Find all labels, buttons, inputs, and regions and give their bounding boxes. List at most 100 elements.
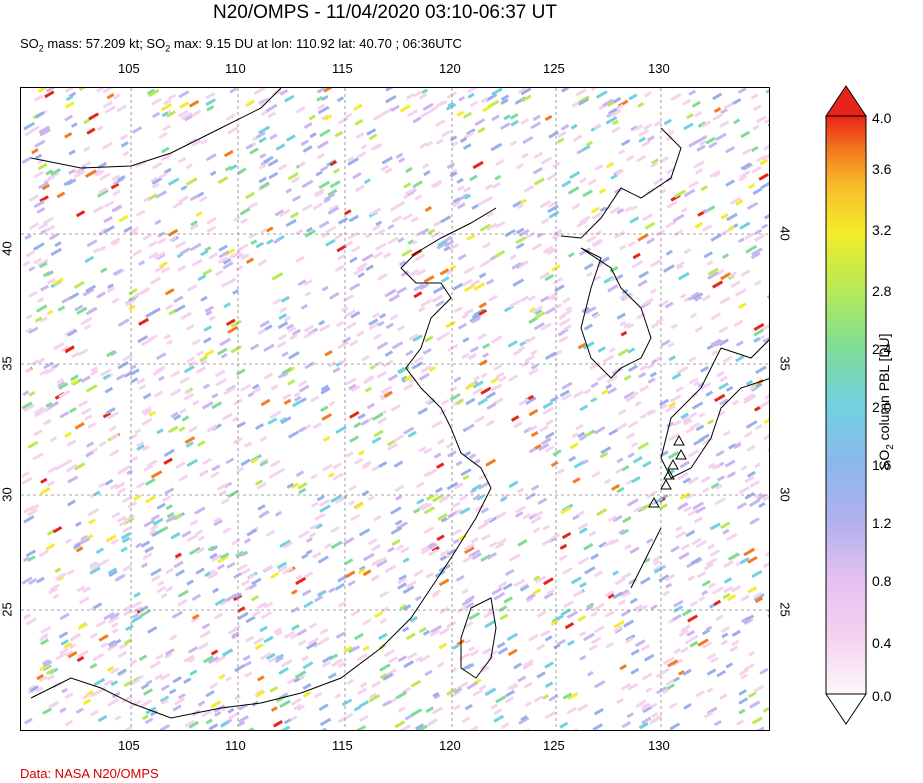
so2-pixel xyxy=(431,706,443,715)
so2-pixel xyxy=(646,409,654,416)
so2-pixel xyxy=(400,375,408,382)
so2-pixel xyxy=(167,228,179,237)
so2-pixel xyxy=(754,596,764,604)
so2-pixel xyxy=(350,513,361,522)
so2-pixel xyxy=(109,612,120,620)
so2-pixel xyxy=(348,484,357,492)
so2-pixel xyxy=(85,384,98,393)
so2-pixel xyxy=(558,317,571,327)
so2-pixel xyxy=(593,123,602,130)
so2-pixel xyxy=(396,367,406,374)
so2-pixel xyxy=(28,265,36,272)
so2-pixel xyxy=(272,720,283,728)
so2-pixel xyxy=(508,553,521,562)
so2-pixel xyxy=(213,519,223,527)
so2-pixel xyxy=(755,365,767,375)
so2-pixel xyxy=(608,347,616,353)
so2-pixel xyxy=(270,706,278,712)
so2-pixel xyxy=(132,605,143,614)
so2-pixel xyxy=(225,457,235,465)
so2-pixel xyxy=(751,569,763,578)
so2-pixel xyxy=(304,361,315,370)
so2-pixel xyxy=(512,662,523,670)
so2-pixel xyxy=(295,228,304,236)
so2-pixel xyxy=(669,722,681,730)
so2-pixel xyxy=(350,310,361,319)
so2-pixel xyxy=(45,668,55,676)
so2-pixel xyxy=(222,261,234,270)
so2-pixel xyxy=(128,288,138,296)
so2-pixel xyxy=(572,134,583,142)
so2-pixel xyxy=(154,219,162,226)
so2-pixel xyxy=(337,601,347,608)
so2-pixel xyxy=(83,118,91,125)
so2-pixel xyxy=(494,542,505,550)
so2-pixel xyxy=(530,515,542,525)
so2-pixel xyxy=(655,317,664,324)
so2-pixel xyxy=(98,558,110,567)
so2-pixel xyxy=(572,477,581,484)
so2-pixel xyxy=(242,654,251,662)
so2-pixel xyxy=(482,352,490,359)
so2-pixel xyxy=(166,512,175,519)
so2-pixel xyxy=(489,541,498,548)
so2-pixel xyxy=(405,580,417,589)
so2-pixel xyxy=(129,368,140,376)
so2-pixel xyxy=(245,191,256,200)
so2-pixel xyxy=(627,452,635,459)
so2-pixel xyxy=(184,719,196,728)
colorbar-tick: 3.6 xyxy=(872,161,892,177)
so2-pixel xyxy=(739,221,751,230)
so2-pixel xyxy=(385,322,395,330)
so2-pixel xyxy=(65,88,75,93)
so2-pixel xyxy=(588,644,598,652)
so2-pixel xyxy=(399,723,412,730)
so2-pixel xyxy=(260,611,272,620)
so2-pixel xyxy=(320,636,330,644)
so2-pixel xyxy=(226,277,237,285)
so2-pixel xyxy=(273,238,281,244)
so2-pixel xyxy=(146,459,158,468)
so2-pixel xyxy=(379,618,387,625)
so2-pixel xyxy=(530,349,538,356)
so2-pixel xyxy=(429,629,440,637)
so2-pixel xyxy=(650,161,658,168)
so2-pixel xyxy=(344,240,354,248)
so2-pixel xyxy=(707,543,715,550)
so2-pixel xyxy=(643,91,652,98)
so2-pixel xyxy=(668,355,676,362)
so2-pixel xyxy=(315,170,324,177)
so2-pixel xyxy=(414,723,425,730)
so2-pixel xyxy=(747,555,758,564)
so2-pixel xyxy=(229,88,238,94)
so2-pixel xyxy=(436,462,445,469)
so2-pixel xyxy=(272,298,282,305)
so2-pixel xyxy=(378,313,387,319)
so2-pixel xyxy=(477,333,487,340)
so2-pixel xyxy=(251,610,262,618)
so2-pixel xyxy=(486,211,495,218)
so2-pixel xyxy=(263,155,274,164)
so2-pixel xyxy=(66,499,76,507)
so2-pixel xyxy=(199,366,207,372)
so2-pixel xyxy=(495,511,507,520)
so2-pixel xyxy=(111,511,121,519)
so2-pixel xyxy=(457,185,465,192)
so2-pixel xyxy=(122,564,132,572)
so2-pixel xyxy=(494,335,503,342)
so2-pixel xyxy=(719,375,728,383)
so2-pixel xyxy=(566,610,578,619)
so2-pixel xyxy=(464,595,476,603)
so2-pixel xyxy=(570,728,579,730)
so2-pixel xyxy=(181,530,192,538)
so2-pixel xyxy=(753,336,761,343)
so2-pixel xyxy=(160,152,173,162)
so2-pixel xyxy=(691,100,701,108)
so2-pixel xyxy=(188,425,198,433)
so2-pixel xyxy=(114,481,126,490)
so2-pixel xyxy=(52,526,63,534)
so2-pixel xyxy=(39,128,51,137)
so2-pixel xyxy=(418,446,427,453)
so2-pixel xyxy=(187,657,196,664)
so2-pixel xyxy=(319,717,332,727)
